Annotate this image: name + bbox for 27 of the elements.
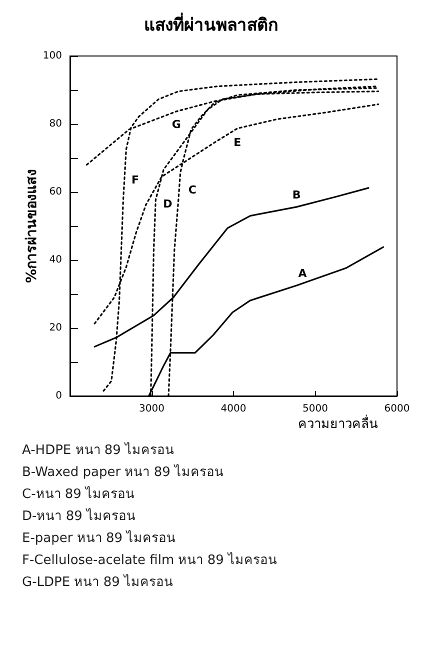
x-axis-title: ความยาวคลื่น: [298, 415, 378, 432]
text: B-Waxed paper หนา 89 ไมครอน: [22, 464, 224, 480]
x-tick-label: 4000: [220, 404, 246, 414]
y-tick-label: 80: [49, 118, 62, 130]
y-tick-label: 40: [49, 254, 62, 266]
series-label: D: [163, 197, 172, 210]
series-label: F: [131, 173, 139, 186]
series-label: B: [292, 188, 301, 202]
text: C-หนา 89 ไมครอน: [22, 486, 135, 502]
x-tick-label: 5000: [302, 404, 328, 414]
series-label: C: [188, 183, 196, 196]
chart-title: แสงที่ผ่านพลาสติก: [144, 12, 278, 36]
text: E-paper หนา 89 ไมครอน: [22, 530, 176, 546]
series-label: E: [234, 136, 242, 149]
y-tick-label: 60: [49, 186, 62, 198]
text: D-หนา 89 ไมครอน: [22, 508, 136, 524]
x-tick-label: 3000: [139, 404, 164, 414]
text: G-LDPE หนา 89 ไมครอน: [22, 574, 174, 590]
y-tick-label: 0: [56, 390, 62, 402]
series-label: A: [298, 267, 308, 280]
y-tick-label: 20: [49, 322, 62, 334]
x-tick-label: 6000: [384, 404, 410, 414]
text: F-Cellulose-acelate film หนา 89 ไมครอน: [22, 552, 278, 568]
y-tick-label: 100: [42, 50, 62, 62]
series-label: G: [172, 118, 181, 131]
text: A-HDPE หนา 89 ไมครอน: [22, 442, 174, 458]
y-axis-title: %การผ่านของแสง: [24, 168, 40, 284]
